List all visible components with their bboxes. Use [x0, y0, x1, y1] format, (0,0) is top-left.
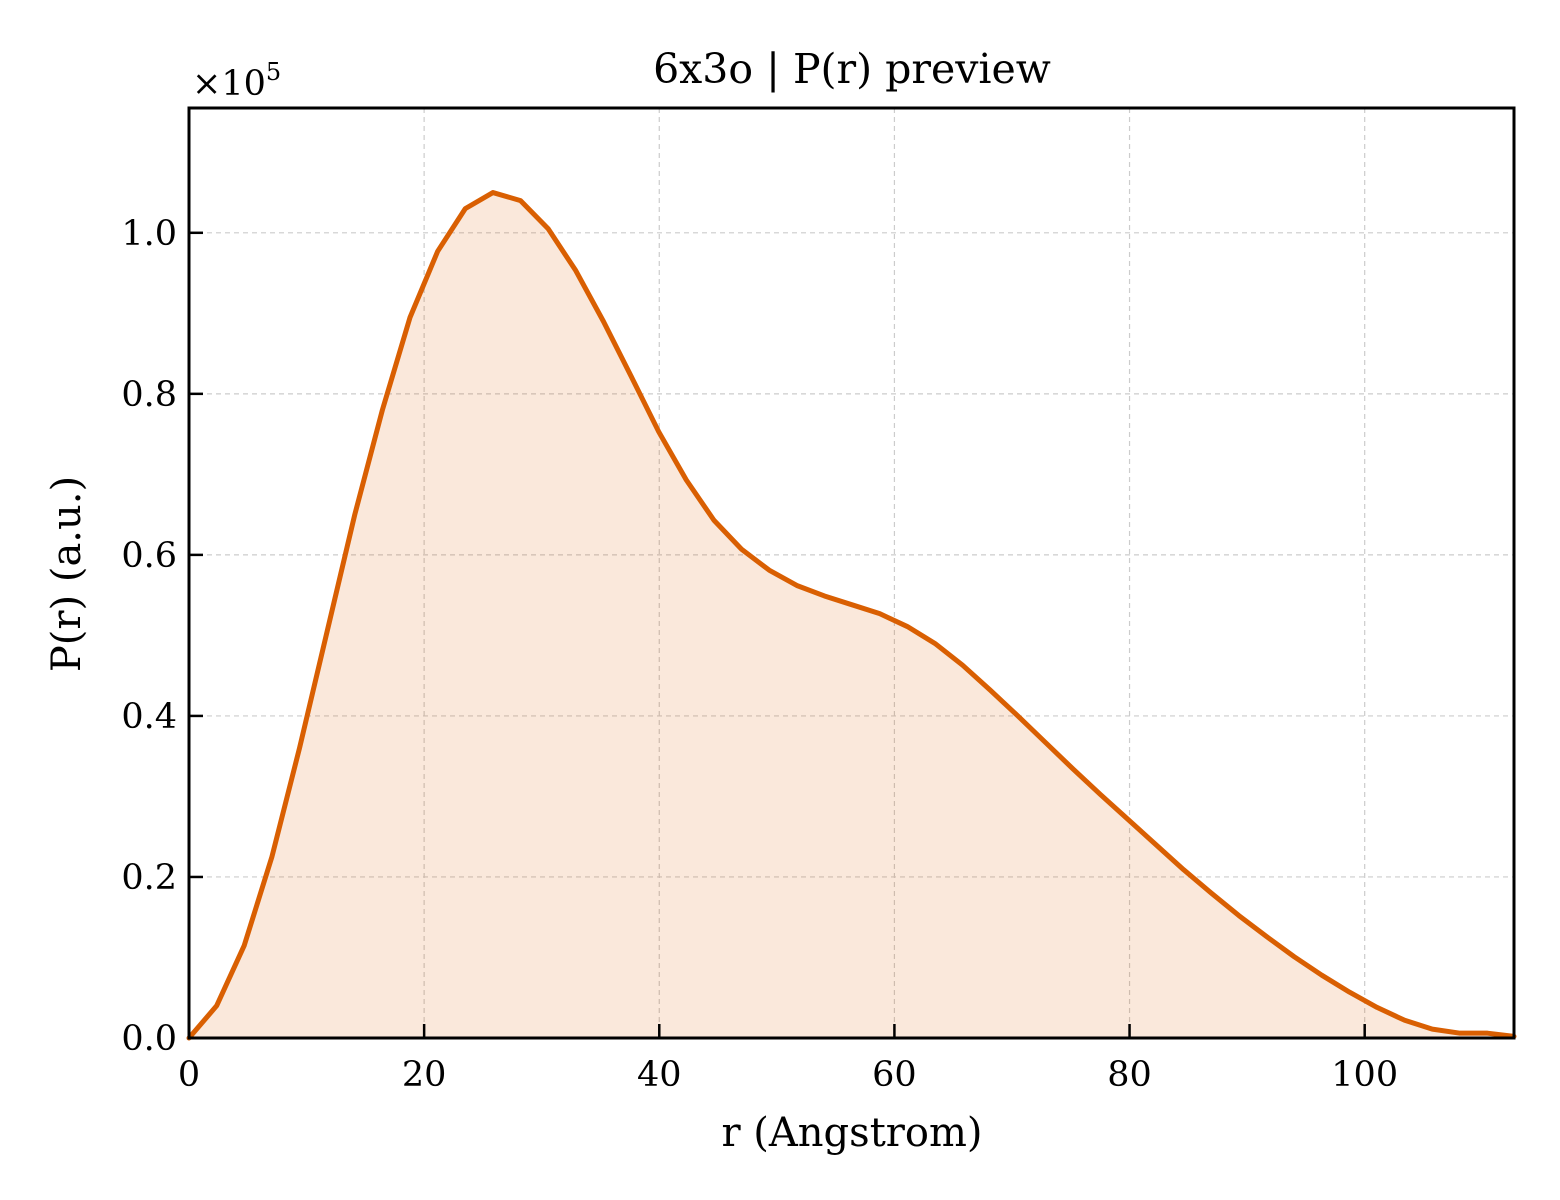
y-offset-label: ×105 [192, 58, 281, 104]
x-tick-label-0: 0 [178, 1055, 200, 1095]
x-tick-label-1: 20 [402, 1055, 447, 1095]
y-tick-label-3: 0.6 [121, 536, 177, 576]
chart-title: 6x3o | P(r) preview [653, 45, 1051, 93]
series-line [186, 190, 1517, 1041]
x-tick-label-5: 100 [1331, 1055, 1398, 1095]
y-tick-label-4: 0.8 [121, 375, 177, 415]
y-tick-labels: 0.0 0.2 0.4 0.6 0.8 1.0 [121, 214, 177, 1059]
grid-lines [189, 108, 1514, 1038]
y-tick-label-2: 0.4 [121, 697, 177, 737]
x-tick-label-2: 40 [637, 1055, 682, 1095]
x-tick-label-4: 80 [1107, 1055, 1152, 1095]
y-tick-label-1: 0.2 [121, 858, 177, 898]
y-tick-label-0: 0.0 [121, 1019, 177, 1059]
x-tick-label-3: 60 [872, 1055, 917, 1095]
area-fill [189, 192, 1514, 1039]
x-axis-label: r (Angstrom) [721, 1110, 982, 1156]
y-axis-label: P(r) (a.u.) [44, 476, 90, 672]
plot-frame [187, 106, 1516, 1040]
y-tick-label-5: 1.0 [121, 214, 177, 254]
x-tick-labels: 0 20 40 60 80 100 [178, 1055, 1398, 1095]
